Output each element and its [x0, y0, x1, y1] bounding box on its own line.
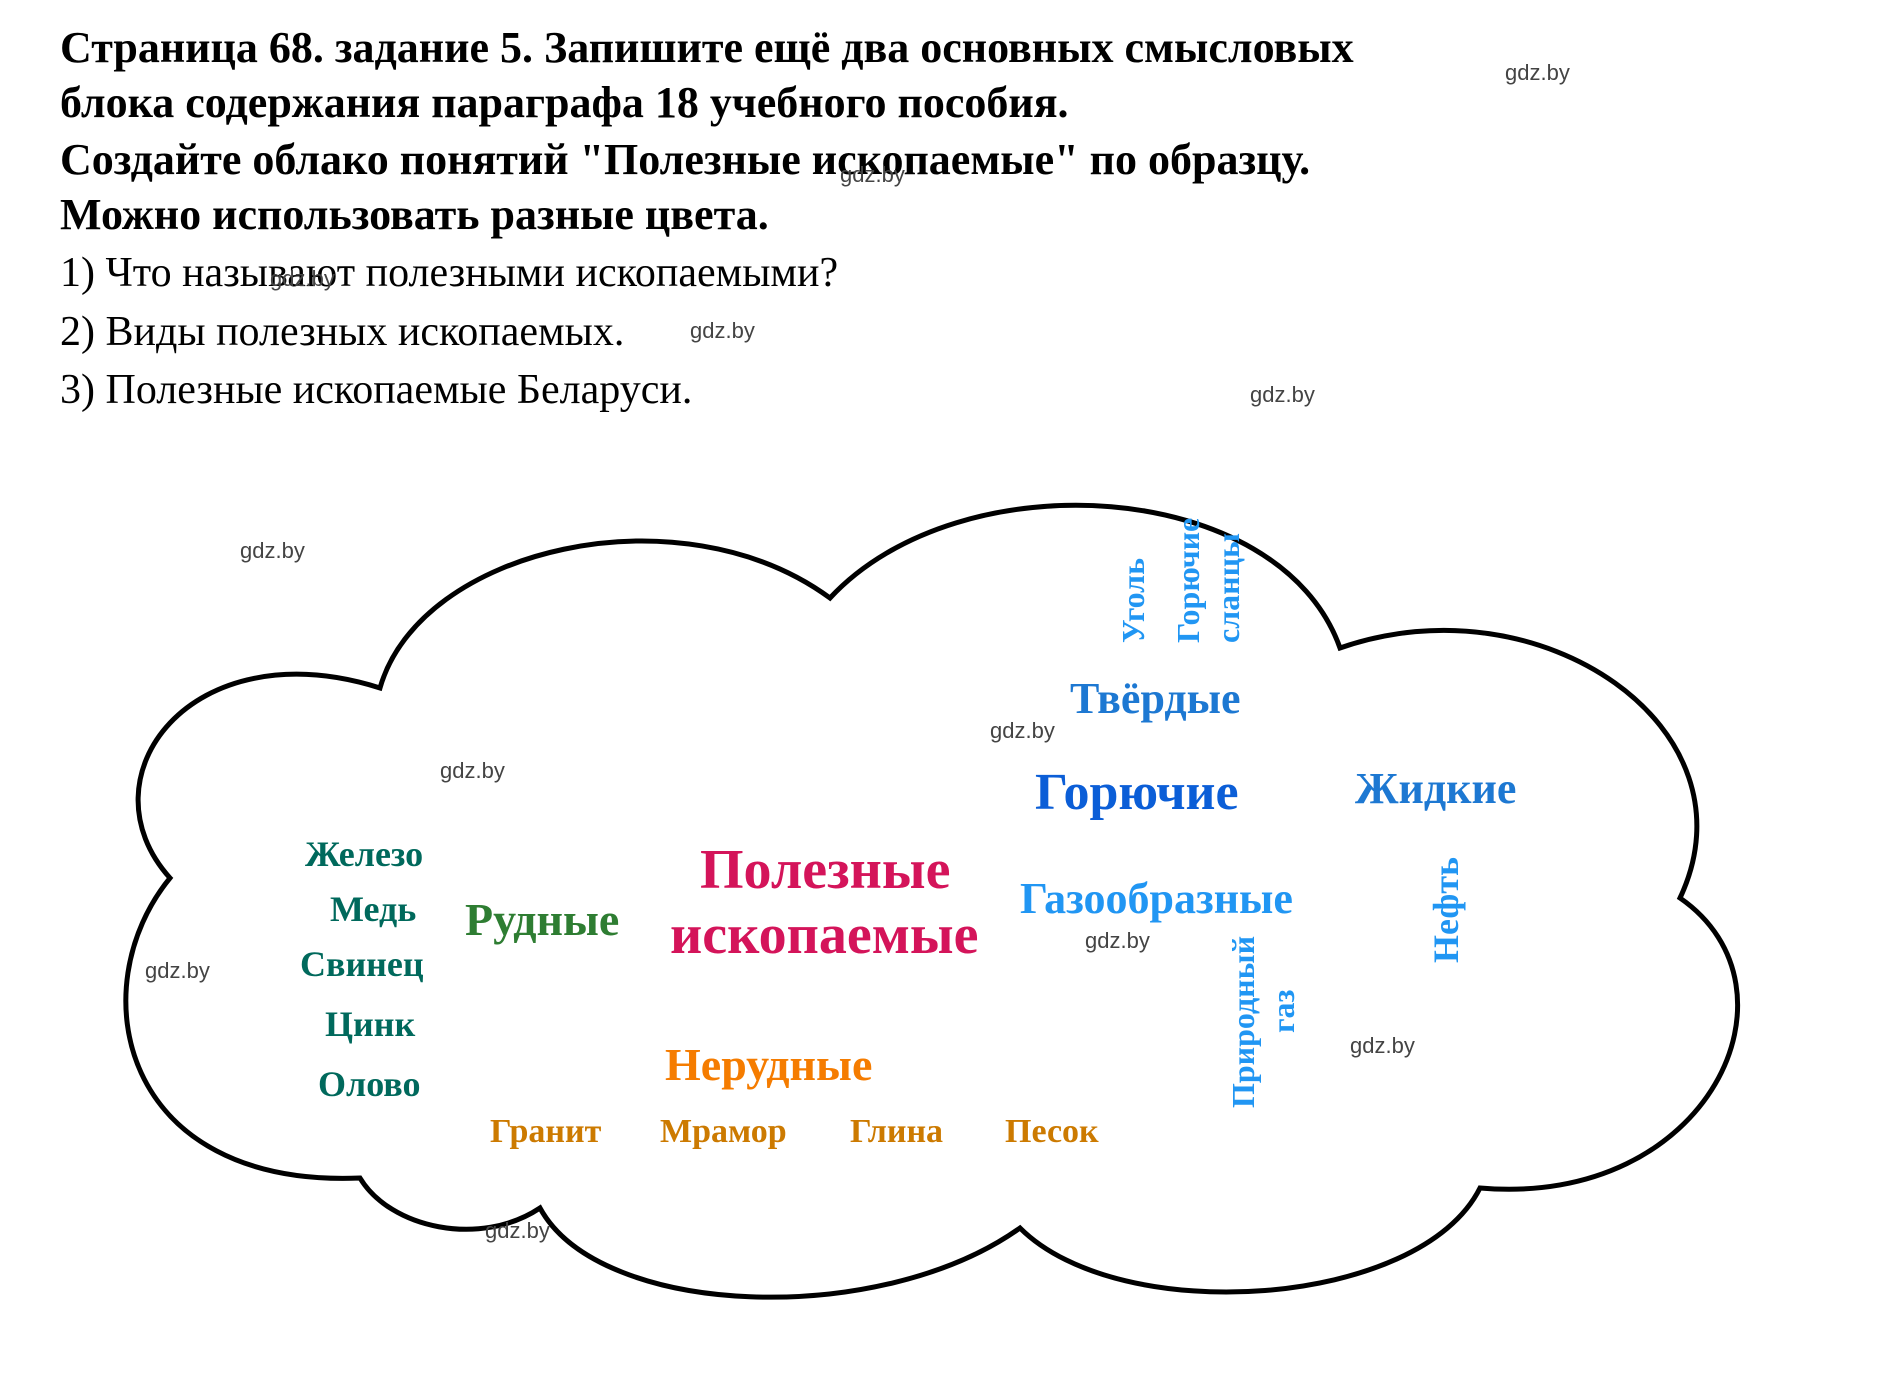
cloud-word: Полезные: [700, 838, 950, 902]
heading-line-4: Можно использовать разные цвета.: [60, 187, 1817, 242]
watermark: gdz.by: [1250, 382, 1315, 408]
cloud-word: Рудные: [465, 893, 619, 946]
cloud-word: Глина: [850, 1113, 943, 1151]
answer-2: 2) Виды полезных ископаемых.: [60, 305, 1817, 360]
cloud-word: газ: [1265, 989, 1302, 1032]
cloud-word: Твёрдые: [1070, 673, 1240, 724]
cloud-word: Свинец: [300, 943, 424, 985]
cloud-word: Горючие: [1035, 763, 1239, 822]
task-heading: Страница 68. задание 5. Запишите ещё два…: [60, 20, 1817, 242]
cloud-word: Медь: [330, 888, 416, 930]
cloud-word: Уголь: [1115, 558, 1152, 643]
watermark: gdz.by: [840, 162, 905, 188]
cloud-word: сланцы: [1210, 533, 1247, 643]
watermark: gdz.by: [990, 718, 1055, 744]
cloud-word: ископаемые: [670, 903, 979, 967]
answer-3: 3) Полезные ископаемые Беларуси.: [60, 363, 1817, 418]
watermark: gdz.by: [1505, 60, 1570, 86]
cloud-word: Гранит: [490, 1113, 601, 1151]
watermark: gdz.by: [270, 266, 335, 292]
cloud-word: Цинк: [325, 1003, 415, 1045]
heading-line-3: Создайте облако понятий "Полезные ископа…: [60, 132, 1817, 187]
watermark: gdz.by: [1085, 928, 1150, 954]
cloud-word: Горючие: [1170, 518, 1207, 643]
watermark: gdz.by: [145, 958, 210, 984]
cloud-word: Нерудные: [665, 1038, 872, 1091]
watermark: gdz.by: [1350, 1033, 1415, 1059]
cloud-word: Мрамор: [660, 1113, 787, 1151]
word-cloud: Полезныеископаемые Рудные Железо Медь Свинец…: [60, 428, 1810, 1328]
watermark: gdz.by: [440, 758, 505, 784]
cloud-word: Газообразные: [1020, 873, 1293, 924]
cloud-word: Песок: [1005, 1113, 1099, 1151]
watermark: gdz.by: [240, 538, 305, 564]
cloud-word: Жидкие: [1355, 763, 1516, 814]
cloud-word: Природный: [1225, 936, 1262, 1108]
watermark: gdz.by: [690, 318, 755, 344]
cloud-word: Нефть: [1425, 857, 1467, 963]
cloud-word: Железо: [305, 833, 423, 875]
cloud-word: Олово: [318, 1063, 421, 1105]
watermark: gdz.by: [485, 1218, 550, 1244]
